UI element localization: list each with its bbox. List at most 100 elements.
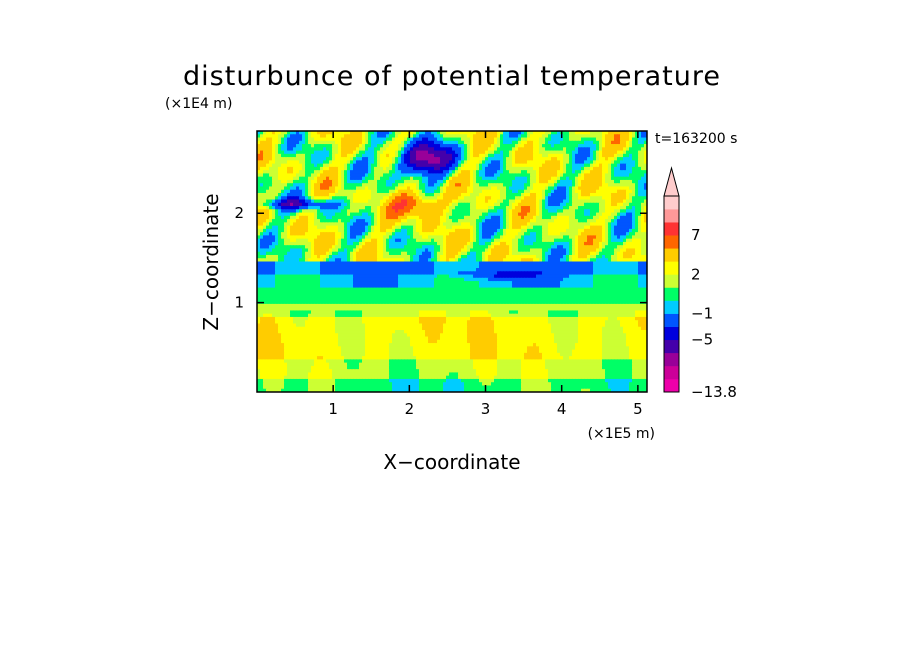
heatmap-cell [407,170,411,175]
heatmap-cell [557,196,561,201]
heatmap-cell [566,160,570,165]
heatmap-cell [617,166,621,171]
heatmap-cell [527,209,531,214]
heatmap-cell [560,186,564,191]
heatmap-cell [563,215,567,220]
heatmap-cell [500,235,504,240]
heatmap-cell [425,222,429,227]
heatmap-cell [509,232,513,236]
heatmap-cell [371,251,375,256]
heatmap-cell [257,206,261,210]
heatmap-cell [359,206,363,210]
heatmap-cell [578,199,582,204]
heatmap-cell [428,179,432,184]
heatmap-cell [551,140,555,145]
heatmap-cell [290,147,294,152]
heatmap-cell [611,245,615,250]
heatmap-cell [614,248,618,253]
heatmap-cell [602,137,606,142]
heatmap-cell [500,241,504,246]
heatmap-cell [353,212,357,217]
heatmap-cell [545,248,549,253]
heatmap-cell [503,173,507,178]
heatmap-cell [515,170,519,175]
heatmap-cell [554,160,558,165]
heatmap-cell [542,238,546,243]
heatmap-cell [602,134,606,139]
heatmap-cell [461,248,465,253]
heatmap-cell [302,219,306,223]
heatmap-cell [317,209,321,214]
heatmap-cell [482,212,486,217]
heatmap-cell [554,202,558,207]
heatmap-cell [416,202,420,207]
heatmap-cell [263,144,267,148]
heatmap-cell [542,219,546,223]
heatmap-cell [260,170,264,175]
heatmap-cell [590,219,594,223]
heatmap-cell [434,140,438,145]
heatmap-cell [479,209,483,214]
heatmap-cell [464,212,468,217]
heatmap-cell [365,160,369,165]
heatmap-cell [275,131,279,135]
heatmap-cell [338,134,342,139]
heatmap-cell [551,238,555,243]
heatmap-cell [611,189,615,194]
heatmap-cell [602,225,606,230]
heatmap-cell [443,238,447,243]
heatmap-cell [434,222,438,227]
heatmap-cell [449,199,453,204]
heatmap-cell [494,192,498,197]
heatmap-cell [632,232,636,236]
heatmap-cell [470,232,474,236]
heatmap-cell [599,199,603,204]
heatmap-cell [320,248,324,253]
heatmap-cell [317,140,321,145]
heatmap-cell [356,241,360,246]
heatmap-cell [590,199,594,204]
heatmap-cell [458,199,462,204]
heatmap-cell [584,199,588,204]
heatmap-cell [320,206,324,210]
heatmap-cell [407,166,411,171]
heatmap-cell [326,225,330,230]
heatmap-cell [554,209,558,214]
heatmap-cell [599,212,603,217]
heatmap-cell [638,206,642,210]
heatmap-cell [566,183,570,188]
heatmap-cell [578,235,582,240]
heatmap-cell [548,183,552,188]
heatmap-cell [380,248,384,253]
heatmap-cell [290,144,294,148]
heatmap-cell [476,202,480,207]
heatmap-cell [311,153,315,158]
heatmap-cell [470,131,474,135]
heatmap-cell [644,196,647,201]
heatmap-cell [263,189,267,194]
heatmap-cell [422,176,426,181]
heatmap-cell [614,192,618,197]
heatmap-cell [488,183,492,188]
heatmap-cell [605,144,609,148]
heatmap-cell [635,245,639,250]
heatmap-cell [635,147,639,152]
heatmap-cell [593,248,597,253]
heatmap-cell [266,222,270,227]
heatmap-cell [569,225,573,230]
heatmap-cell [365,245,369,250]
heatmap-cell [335,157,339,161]
heatmap-cell [329,196,333,201]
heatmap-cell [377,131,381,135]
heatmap-cell [434,150,438,155]
heatmap-cell [494,196,498,201]
heatmap-cell [605,189,609,194]
heatmap-cell [362,183,366,188]
heatmap-cell [275,170,279,175]
heatmap-cell [545,144,549,148]
heatmap-cell [476,157,480,161]
heatmap-cell [482,238,486,243]
heatmap-cell [404,183,408,188]
heatmap-cell [365,238,369,243]
heatmap-cell [638,238,642,243]
